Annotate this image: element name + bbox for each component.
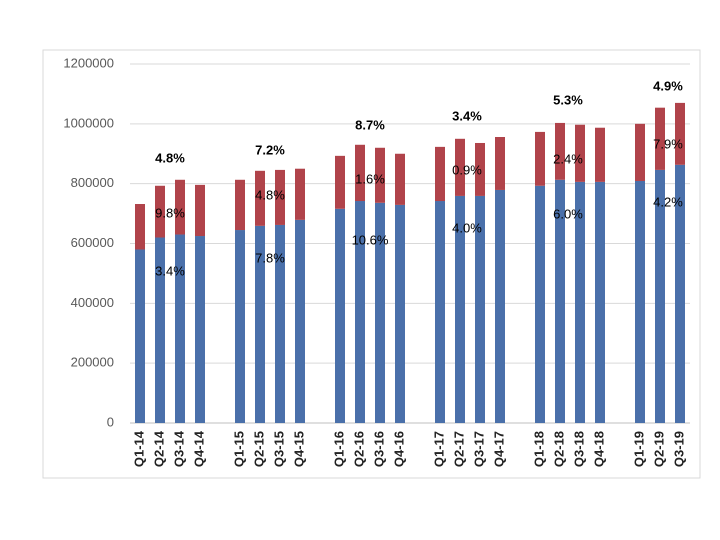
bar-segment bbox=[575, 181, 585, 423]
bar-segment bbox=[295, 168, 305, 220]
bar-segment bbox=[395, 204, 405, 423]
bar-segment bbox=[355, 201, 365, 423]
bar-segment bbox=[175, 179, 185, 235]
bar-segment bbox=[535, 185, 545, 423]
bar-segment bbox=[535, 131, 545, 186]
segment-label: 4.2% bbox=[653, 194, 683, 209]
bar-segment bbox=[155, 185, 165, 238]
bar-segment bbox=[195, 236, 205, 423]
bar-segment bbox=[655, 169, 665, 423]
x-tick-label: Q4-18 bbox=[591, 431, 606, 467]
bar-segment bbox=[575, 124, 585, 182]
bar-segment bbox=[635, 180, 645, 423]
segment-label: 10.6% bbox=[352, 232, 389, 247]
segment-label: 4.8% bbox=[255, 187, 285, 202]
bar-segment bbox=[495, 136, 505, 190]
bar-segment bbox=[435, 201, 445, 423]
x-tick-label: Q2-14 bbox=[151, 430, 166, 467]
bar-segment bbox=[395, 153, 405, 205]
bar-segment bbox=[355, 144, 365, 202]
bar-segment bbox=[335, 155, 345, 209]
bar-segment bbox=[235, 230, 245, 423]
bar-segment bbox=[675, 102, 685, 165]
bar-segment bbox=[375, 202, 385, 423]
x-tick-label: Q3-15 bbox=[271, 431, 286, 467]
growth-label: 3.4% bbox=[452, 108, 482, 123]
bar-segment bbox=[275, 169, 285, 225]
growth-label: 8.7% bbox=[355, 117, 385, 132]
x-tick-label: Q1-14 bbox=[131, 430, 146, 467]
bar-segment bbox=[475, 142, 485, 196]
growth-label: 5.3% bbox=[553, 92, 583, 107]
bar-segment bbox=[595, 181, 605, 423]
y-tick-label: 800000 bbox=[71, 175, 114, 190]
x-tick-label: Q2-18 bbox=[551, 431, 566, 467]
bar-segment bbox=[155, 237, 165, 423]
x-tick-label: Q1-15 bbox=[231, 431, 246, 467]
bar-segment bbox=[135, 204, 145, 250]
bar-segment bbox=[455, 138, 465, 196]
x-tick-label: Q2-19 bbox=[651, 431, 666, 467]
x-tick-label: Q4-15 bbox=[291, 431, 306, 467]
x-tick-label: Q4-16 bbox=[391, 431, 406, 467]
bar-segment bbox=[655, 107, 665, 170]
x-tick-label: Q1-19 bbox=[631, 431, 646, 467]
y-tick-label: 0 bbox=[107, 414, 114, 429]
segment-label: 3.4% bbox=[155, 263, 185, 278]
bar-segment bbox=[255, 170, 265, 226]
x-tick-label: Q3-16 bbox=[371, 431, 386, 467]
bar-segment bbox=[255, 225, 265, 423]
segment-label: 9.8% bbox=[155, 205, 185, 220]
segment-label: 4.0% bbox=[452, 220, 482, 235]
bar-segment bbox=[495, 189, 505, 423]
x-tick-label: Q1-17 bbox=[431, 431, 446, 467]
bar-segment bbox=[455, 195, 465, 423]
bar-segment bbox=[195, 184, 205, 237]
x-tick-label: Q4-14 bbox=[191, 430, 206, 467]
y-tick-label: 1000000 bbox=[63, 115, 114, 130]
bar-segment bbox=[275, 224, 285, 423]
segment-label: 6.0% bbox=[553, 206, 583, 221]
bar-segment bbox=[175, 234, 185, 423]
y-tick-label: 600000 bbox=[71, 235, 114, 250]
bar-segment bbox=[375, 147, 385, 203]
bar-segment bbox=[295, 219, 305, 423]
bar-segment bbox=[475, 195, 485, 423]
growth-label: 4.8% bbox=[155, 150, 185, 165]
bar-segment bbox=[635, 123, 645, 181]
bar-segment bbox=[235, 179, 245, 231]
x-tick-label: Q3-19 bbox=[671, 431, 686, 467]
growth-label: 7.2% bbox=[255, 142, 285, 157]
segment-label: 7.8% bbox=[255, 250, 285, 265]
segment-label: 0.9% bbox=[452, 162, 482, 177]
bar-segment bbox=[555, 179, 565, 423]
chart-frame bbox=[42, 49, 701, 479]
x-tick-label: Q3-17 bbox=[471, 431, 486, 467]
growth-label: 4.9% bbox=[653, 78, 683, 93]
x-tick-label: Q2-16 bbox=[351, 431, 366, 467]
x-tick-label: Q2-17 bbox=[451, 431, 466, 467]
bar-segment bbox=[595, 127, 605, 182]
x-tick-label: Q3-14 bbox=[171, 430, 186, 467]
bar-segment bbox=[555, 122, 565, 180]
segment-label: 2.4% bbox=[553, 151, 583, 166]
y-tick-label: 1200000 bbox=[63, 55, 114, 70]
segment-label: 1.6% bbox=[355, 171, 385, 186]
bar-segment bbox=[135, 249, 145, 423]
bar-segment bbox=[335, 208, 345, 423]
bar-segment bbox=[435, 146, 445, 202]
x-tick-label: Q3-18 bbox=[571, 431, 586, 467]
y-tick-label: 200000 bbox=[71, 355, 114, 370]
x-tick-label: Q1-18 bbox=[531, 431, 546, 467]
segment-label: 7.9% bbox=[653, 136, 683, 151]
x-tick-label: Q2-15 bbox=[251, 431, 266, 467]
x-tick-label: Q4-17 bbox=[491, 431, 506, 467]
y-tick-label: 400000 bbox=[71, 295, 114, 310]
x-tick-label: Q1-16 bbox=[331, 431, 346, 467]
bar-segment bbox=[675, 164, 685, 424]
